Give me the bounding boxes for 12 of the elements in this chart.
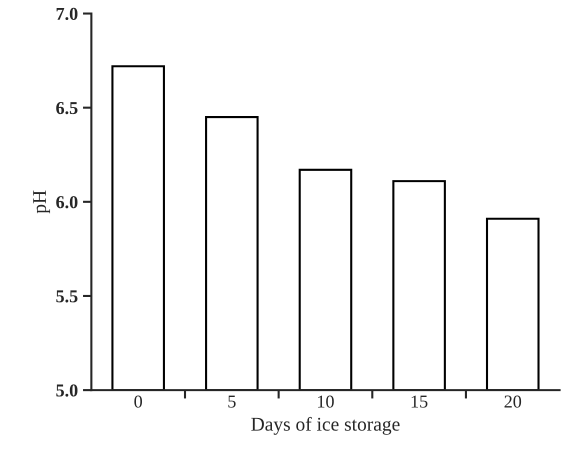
x-tick-label: 0 [134,396,142,408]
y-axis-title: pH [33,190,50,214]
x-axis-title: Days of ice storage [251,416,400,435]
x-tick-label: 5 [228,396,236,408]
x-tick-label: 20 [504,396,522,408]
y-tick-label: 6.0 [56,196,78,208]
y-tick-label: 5.0 [56,384,78,397]
x-tick-label: 10 [318,396,334,408]
x-tick-label: 15 [412,396,428,408]
y-tick-label: 6.5 [56,102,78,114]
y-tick-label: 5.5 [56,290,78,302]
y-tick-label: 7.0 [56,8,78,20]
